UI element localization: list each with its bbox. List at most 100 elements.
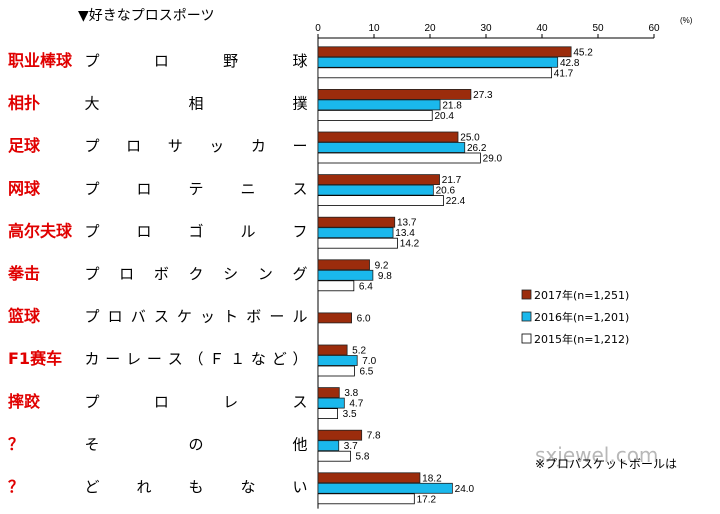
data-label: 3.7 [344,441,358,452]
x-tick-label: 50 [592,23,604,34]
bar [317,365,355,377]
bar [317,99,441,111]
bar [317,56,559,68]
category-label-jp-char: ロ [108,308,123,326]
category-label-jp-char: の [188,435,203,453]
category-labels: 职业棒球プロ野球相扑大相撲足球プロサッカー网球プロテニス高尔夫球プロゴルフ拳击プ… [7,51,308,496]
unit-label: (%) [680,16,693,25]
category-label-jp-char: ッ [209,137,224,155]
category-label-jp-char: ー [105,350,120,368]
data-label: 6.4 [359,281,373,292]
x-tick-label: 60 [648,23,660,34]
category-label-jp-char: ン [258,265,273,283]
legend-label: 2017年(n=1,251) [534,288,629,302]
bar [317,216,396,228]
bar [317,227,394,239]
category-label-jp-char: ス [292,393,307,411]
data-label: 27.3 [473,90,493,101]
category-label-cn: 摔跤 [8,392,40,411]
x-tick-label: 30 [480,23,492,34]
bar [317,429,363,441]
category-label-jp-char: ト [223,308,238,326]
bar [317,184,434,196]
category-label-jp-char: ス [292,180,307,198]
category-label-cn: ？ [8,434,24,453]
category-label-jp-char: ル [240,222,255,240]
category-label-cn: 足球 [8,136,41,155]
bar [317,472,421,484]
category-label-jp-char: プ [84,180,99,198]
category-label-jp-char: プ [84,308,99,326]
data-label: 5.2 [352,346,366,357]
bar [317,408,339,420]
x-tick-label: 0 [315,23,321,34]
bar [317,397,345,409]
category-label-jp-char: ど [272,350,287,368]
category-label-jp-char: ロ [119,265,134,283]
category-label-jp-char: ボ [154,265,169,283]
category-label-jp-char: プ [84,222,99,240]
data-label: 6.0 [357,313,371,324]
category-label-jp-char: Ｆ [209,350,224,368]
category-label-jp-char: ゴ [188,222,203,240]
category-label-cn: 职业棒球 [8,51,73,70]
category-label-jp-char: 他 [292,435,307,453]
category-label-jp-char: ー [147,350,162,368]
bar [317,131,459,143]
category-label-jp-char: れ [136,478,151,496]
category-label-jp-char: ク [188,265,203,283]
category-label-jp-char: ニ [240,180,255,198]
category-label-jp-char: バ [131,308,146,326]
data-label: 29.0 [483,154,503,165]
category-label-jp-char: 野 [223,52,238,70]
category-label-jp-char: １ [230,350,245,368]
watermark-text: sxjewel.com [535,443,658,467]
data-label: 25.0 [460,133,480,144]
bar [317,46,572,58]
data-label: 20.6 [436,186,456,197]
bar [317,152,481,164]
category-label-jp-char: ケ [177,308,192,326]
data-label: 41.7 [554,68,574,79]
category-label-jp-char: ー [292,137,307,155]
category-label-jp-char: グ [292,265,307,283]
bar [317,355,358,366]
data-label: 5.8 [356,452,370,463]
legend: 2017年(n=1,251) 2016年(n=1,201) 2015年(n=1,21… [521,288,629,346]
category-label-jp-char: ロ [154,52,169,70]
data-label: 13.4 [395,228,415,239]
category-label-jp-char: ロ [126,137,141,155]
bar [317,259,370,271]
bar [317,387,340,399]
bar [317,440,340,452]
data-label: 18.2 [422,473,442,484]
category-label-cn: ？ [8,477,24,496]
category-label-jp-char: な [251,350,266,368]
bar [317,312,352,324]
category-label-jp-char: ッ [200,308,215,326]
category-label-jp-char: 大 [84,95,99,113]
data-label: 14.2 [400,239,420,250]
data-label: 24.0 [455,484,475,495]
data-label: 13.7 [397,218,417,229]
category-label-jp-char: プ [84,52,99,70]
bar [317,269,374,281]
legend-swatch [521,289,532,300]
category-label-cn: 相扑 [8,94,40,113]
bar [317,237,398,249]
data-label: 7.0 [362,356,376,367]
x-tick-label: 20 [424,23,436,34]
category-label-cn: 高尔夫球 [8,221,73,240]
bars: 45.2 27.3 25.0 21.7 13.7 9.2 6.0 5.2 3.8 7.8 18.2 4… [317,46,593,505]
data-label: 9.8 [378,271,392,282]
category-label-jp-char: （ [188,350,203,368]
data-label: 22.4 [446,196,466,207]
category-label-jp-char: な [240,478,255,496]
category-label-jp-char: ロ [136,180,151,198]
category-label-jp-char: い [292,478,307,496]
bar [317,450,351,462]
category-label-jp-char: 撲 [292,95,307,113]
category-label-jp-char: プ [84,137,99,155]
category-label-jp-char: サ [168,137,183,155]
bar [317,174,440,186]
